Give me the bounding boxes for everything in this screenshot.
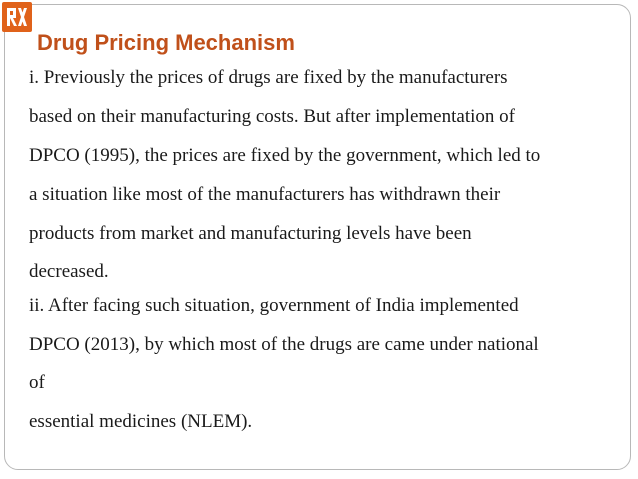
brand-logo-icon (2, 2, 32, 32)
slide-frame (4, 4, 631, 470)
body-line-3: DPCO (1995), the prices are fixed by the… (29, 144, 541, 166)
body-line-2: based on their manufacturing costs. But … (29, 105, 515, 127)
body-line-7: ii. After facing such situation, governm… (29, 294, 519, 316)
slide-body: i. Previously the prices of drugs are fi… (29, 64, 619, 447)
body-line-9: of (29, 372, 45, 394)
body-line-5: products from market and manufacturing l… (29, 222, 472, 244)
brand-logo-mark (7, 8, 27, 26)
slide-title: Drug Pricing Mechanism (37, 30, 295, 55)
body-line-6: decreased. (29, 261, 109, 283)
body-line-8: DPCO (2013), by which most of the drugs … (29, 333, 539, 355)
body-line-4: a situation like most of the manufacture… (29, 183, 501, 205)
body-line-1: i. Previously the prices of drugs are fi… (29, 67, 508, 88)
body-line-10: essential medicines (NLEM). (29, 411, 253, 433)
